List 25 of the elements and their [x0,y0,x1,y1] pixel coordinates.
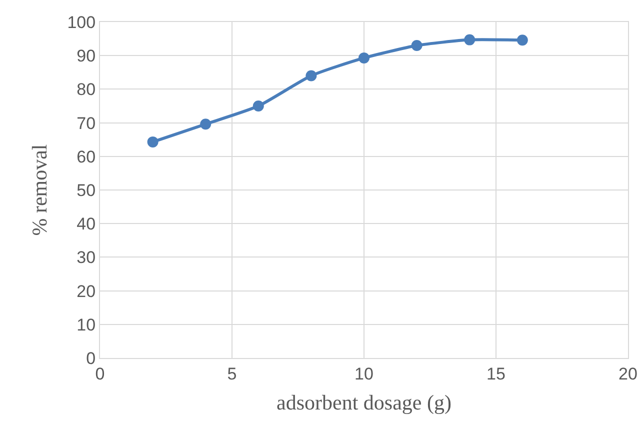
y-tick-label: 0 [86,348,96,368]
y-axis-title: % removal [27,144,52,236]
y-tick-label: 60 [76,147,96,166]
point [358,52,370,64]
y-tick-label: 50 [76,180,96,200]
x-tick-label: 5 [227,364,237,384]
x-axis-title: adsorbent dosage (g) [276,390,452,415]
point [464,34,476,46]
point [252,100,264,112]
y-tick-label: 100 [67,12,96,32]
x-tick-label: 10 [354,364,374,384]
y-tick-label: 20 [76,282,96,301]
point [306,70,317,82]
y-tick-label: 70 [76,114,96,133]
y-tick-label: 40 [76,214,96,234]
point [200,118,212,130]
x-tick-label: 20 [618,364,638,384]
y-tick-label: 10 [76,315,96,334]
x-tick-label: 15 [486,364,506,384]
point [516,34,528,46]
point [147,136,158,148]
y-tick-label: 90 [76,46,96,66]
y-tick-label: 30 [76,248,96,268]
y-tick-label: 80 [76,80,96,100]
point [411,40,422,52]
